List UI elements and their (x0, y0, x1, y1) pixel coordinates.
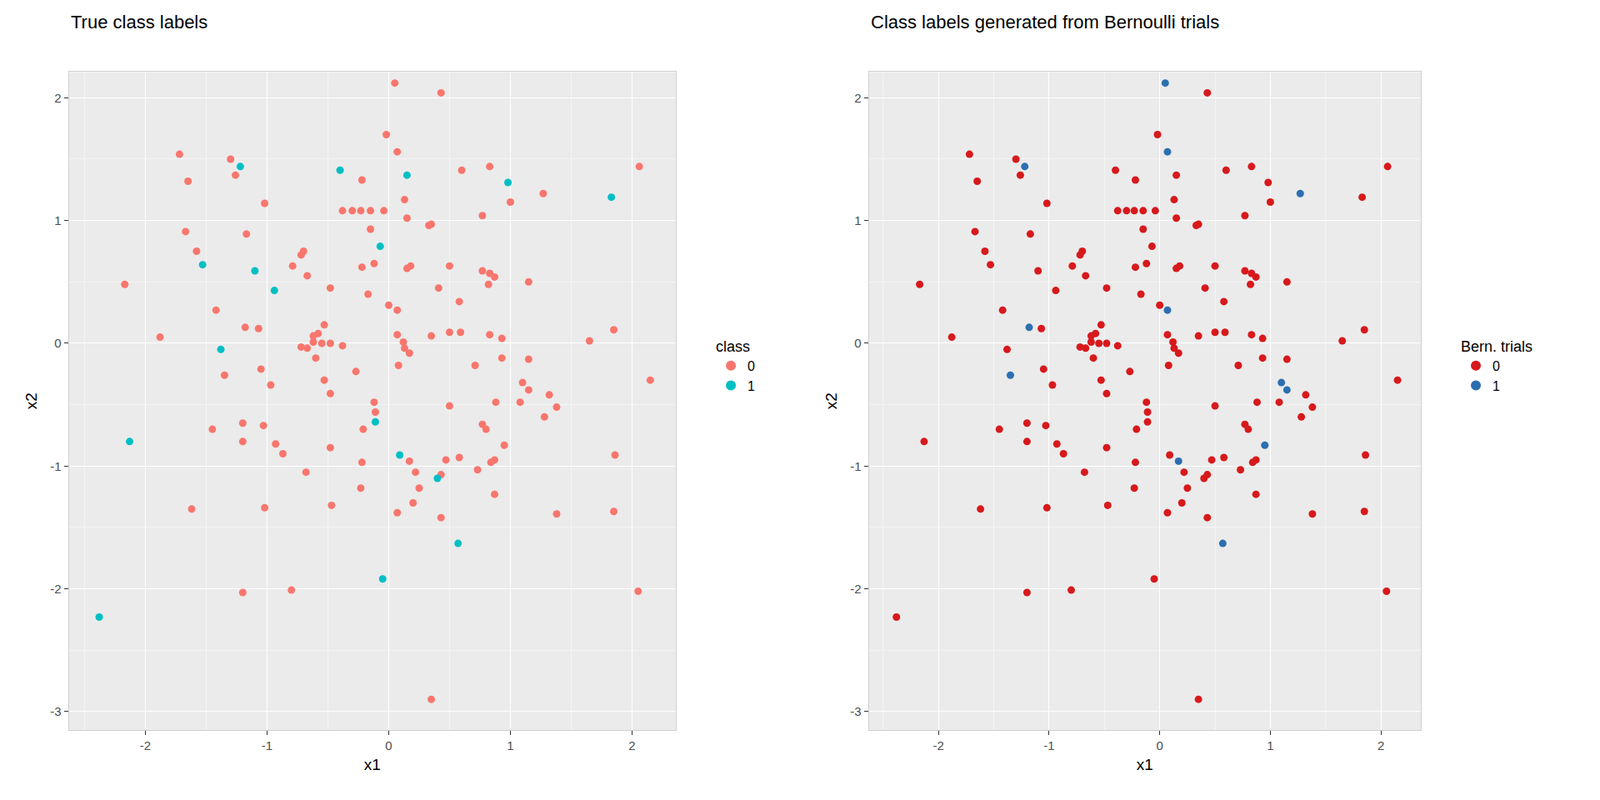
svg-text:x2: x2 (22, 392, 40, 410)
svg-text:-2: -2 (140, 738, 151, 753)
svg-text:0: 0 (54, 335, 61, 350)
svg-text:1: 1 (747, 379, 755, 394)
svg-text:x2: x2 (822, 392, 840, 410)
svg-text:-2: -2 (933, 738, 945, 753)
svg-text:0: 0 (854, 335, 861, 350)
svg-text:x1: x1 (364, 755, 381, 774)
svg-text:1: 1 (1266, 738, 1274, 753)
svg-text:-2: -2 (50, 581, 61, 596)
svg-text:0: 0 (1492, 359, 1500, 374)
svg-text:x1: x1 (1136, 755, 1154, 774)
svg-text:-1: -1 (50, 459, 61, 474)
svg-text:2: 2 (54, 90, 61, 105)
svg-text:-1: -1 (261, 738, 273, 753)
svg-text:Bern. trials: Bern. trials (1460, 338, 1533, 355)
svg-text:-2: -2 (850, 581, 861, 596)
svg-text:1: 1 (506, 738, 514, 753)
svg-text:0: 0 (385, 738, 392, 753)
svg-text:-1: -1 (850, 459, 861, 474)
svg-text:1: 1 (854, 213, 861, 228)
svg-text:class: class (715, 338, 750, 355)
svg-text:-3: -3 (50, 704, 61, 719)
svg-text:True class labels: True class labels (70, 11, 208, 33)
svg-text:2: 2 (1377, 738, 1385, 753)
svg-text:0: 0 (1156, 738, 1164, 753)
svg-text:2: 2 (854, 90, 861, 105)
svg-text:0: 0 (747, 359, 755, 374)
svg-text:2: 2 (628, 738, 635, 753)
svg-text:1: 1 (54, 213, 61, 228)
svg-text:-1: -1 (1043, 738, 1055, 753)
svg-text:Class labels generated from Be: Class labels generated from Bernoulli tr… (870, 11, 1220, 33)
svg-text:-3: -3 (850, 704, 861, 719)
svg-text:1: 1 (1492, 379, 1500, 394)
